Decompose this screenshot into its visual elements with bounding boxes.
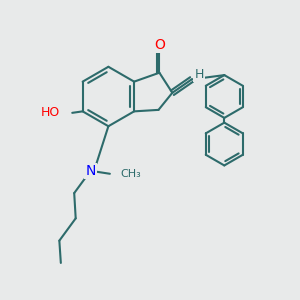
Text: CH₃: CH₃ — [120, 169, 141, 179]
Text: N: N — [85, 164, 96, 178]
Text: H: H — [194, 68, 204, 81]
Text: O: O — [154, 38, 165, 52]
Text: HO: HO — [41, 106, 60, 119]
